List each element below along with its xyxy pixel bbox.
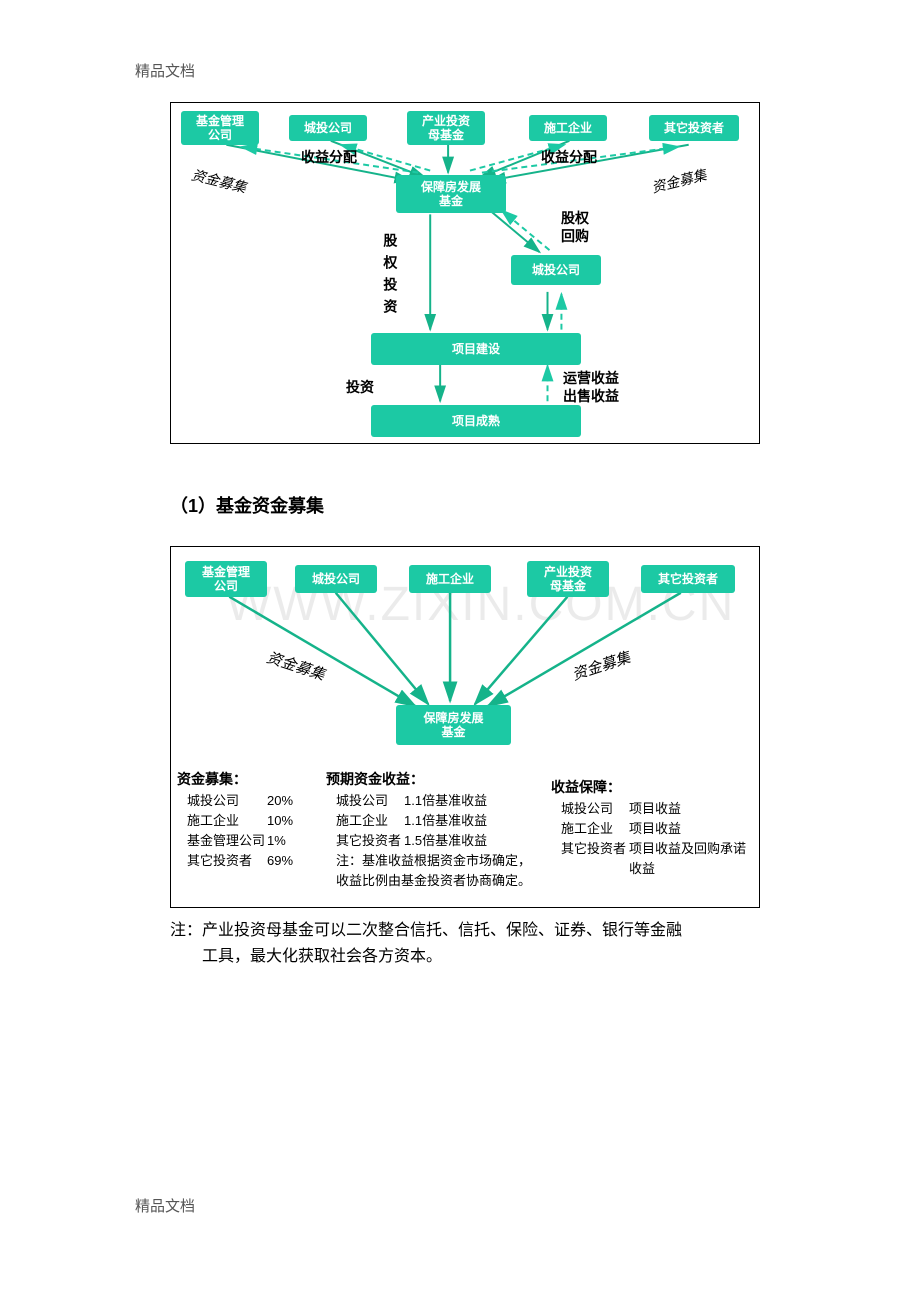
diagram1-arrows — [171, 103, 759, 443]
page-header: 精品文档 — [135, 60, 195, 81]
page-footer: 精品文档 — [135, 1195, 195, 1216]
guar-r0c0: 城投公司 — [551, 799, 629, 819]
label-operation-revenue: 运营收益 出售收益 — [563, 369, 619, 405]
guar-r2c0: 其它投资者 — [551, 839, 629, 879]
node-city-invest-co: 城投公司 — [289, 115, 367, 141]
raise-r2c1: 1% — [267, 831, 286, 851]
raise-r1c0: 施工企业 — [177, 811, 267, 831]
raise-r0c1: 20% — [267, 791, 293, 811]
d2-label-raise-2: 资金募集 — [569, 646, 633, 685]
raise-hdr: 资金募集： — [177, 769, 327, 791]
ret-note1: 注：基准收益根据资金市场确定， — [326, 851, 556, 871]
d2-node-other: 其它投资者 — [641, 565, 735, 593]
label-invest: 投资 — [346, 377, 374, 397]
label-profit-dist-1: 收益分配 — [301, 147, 357, 167]
node-city-invest-co-2: 城投公司 — [511, 255, 601, 285]
ret-r1c0: 施工企业 — [326, 811, 404, 831]
ret-r1c1: 1.1倍基准收益 — [404, 811, 487, 831]
label-equity-buyback: 股权 回购 — [561, 209, 589, 245]
raise-r3c1: 69% — [267, 851, 293, 871]
label-profit-dist-2: 收益分配 — [541, 147, 597, 167]
guar-r0c1: 项目收益 — [629, 799, 681, 819]
guar-r1c1: 项目收益 — [629, 819, 681, 839]
ret-r2c1: 1.5倍基准收益 — [404, 831, 487, 851]
label-equity-invest: 股权投资 — [379, 233, 401, 321]
diagram-fund-raising: WWW.ZIXIN.COM.CN 基金管理 公司 城投公司 施工企业 产业投资 … — [170, 546, 760, 908]
node-project-mature: 项目成熟 — [371, 405, 581, 437]
node-other-investor: 其它投资者 — [649, 115, 739, 141]
raise-r1c1: 10% — [267, 811, 293, 831]
section-title-1: （1）基金资金募集 — [170, 492, 324, 518]
node-housing-fund: 保障房发展 基金 — [396, 175, 506, 213]
raise-r2c0: 基金管理公司 — [177, 831, 267, 851]
diagram-fund-structure: 基金管理 公司 城投公司 产业投资 母基金 施工企业 其它投资者 保障房发展 基… — [170, 102, 760, 444]
return-hdr: 预期资金收益： — [326, 769, 556, 791]
node-project-build: 项目建设 — [371, 333, 581, 365]
d2-node-housing-fund: 保障房发展 基金 — [396, 705, 511, 745]
label-fund-raise-1: 资金募集 — [189, 165, 248, 198]
node-industry-fund: 产业投资 母基金 — [407, 111, 485, 145]
note-line-1: 注：产业投资母基金可以二次整合信托、信托、保险、证券、银行等金融 — [170, 918, 682, 944]
d2-node-construction: 施工企业 — [409, 565, 491, 593]
label-fund-raise-2: 资金募集 — [649, 165, 708, 198]
note-line-2: 工具，最大化获取社会各方资本。 — [170, 944, 442, 970]
node-fund-mgmt-co: 基金管理 公司 — [181, 111, 259, 145]
node-construction-co: 施工企业 — [529, 115, 607, 141]
ret-r2c0: 其它投资者 — [326, 831, 404, 851]
raise-r0c0: 城投公司 — [177, 791, 267, 811]
ret-note2: 收益比例由基金投资者协商确定。 — [326, 871, 556, 891]
d2-label-raise-1: 资金募集 — [264, 646, 328, 685]
d2-node-fund-mgmt: 基金管理 公司 — [185, 561, 267, 597]
guar-hdr: 收益保障： — [551, 777, 761, 799]
d2-node-city: 城投公司 — [295, 565, 377, 593]
guar-r2c1: 项目收益及回购承诺 收益 — [629, 839, 746, 879]
table-fund-raise: 资金募集： 城投公司20% 施工企业10% 基金管理公司1% 其它投资者69% — [177, 769, 327, 871]
raise-r3c0: 其它投资者 — [177, 851, 267, 871]
d2-node-industry-fund: 产业投资 母基金 — [527, 561, 609, 597]
table-expected-return: 预期资金收益： 城投公司1.1倍基准收益 施工企业1.1倍基准收益 其它投资者1… — [326, 769, 556, 891]
ret-r0c1: 1.1倍基准收益 — [404, 791, 487, 811]
guar-r1c0: 施工企业 — [551, 819, 629, 839]
ret-r0c0: 城投公司 — [326, 791, 404, 811]
table-guarantee: 收益保障： 城投公司项目收益 施工企业项目收益 其它投资者项目收益及回购承诺 收… — [551, 777, 761, 879]
